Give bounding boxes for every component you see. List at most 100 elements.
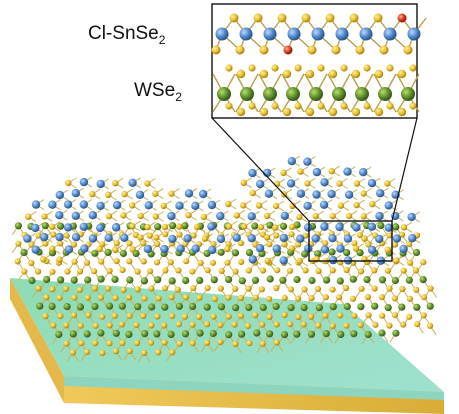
- se-atom: [41, 213, 48, 220]
- w-atom: [293, 275, 301, 284]
- w-atom: [398, 303, 406, 311]
- se-atom: [204, 339, 211, 346]
- se-atom: [272, 224, 279, 231]
- sn-atom: [343, 167, 352, 176]
- w-atom: [378, 329, 386, 337]
- se-atom: [84, 294, 91, 301]
- sn-atom: [216, 234, 226, 244]
- sn-atom: [312, 190, 321, 199]
- se-atom: [356, 231, 364, 239]
- inset-se-atom: [351, 69, 361, 79]
- w-atom: [84, 276, 92, 284]
- w-atom: [14, 222, 22, 230]
- inset-se-atom: [305, 107, 315, 117]
- se-atom: [28, 259, 35, 267]
- se-atom: [337, 259, 344, 266]
- w-atom: [405, 276, 413, 284]
- sn-atom: [344, 190, 354, 199]
- se-atom: [217, 321, 224, 329]
- w-atom: [69, 330, 77, 338]
- se-atom: [168, 294, 175, 301]
- sn-atom: [312, 167, 322, 177]
- sn-atom: [286, 179, 296, 188]
- sn-atom: [48, 200, 57, 209]
- se-atom: [70, 241, 77, 248]
- se-atom: [50, 231, 57, 238]
- inset-cl-atom: [283, 45, 293, 55]
- sn-atom: [303, 201, 312, 210]
- sn-atom: [359, 168, 368, 177]
- se-atom: [113, 257, 120, 265]
- se-atom: [137, 234, 144, 241]
- w-atom: [91, 302, 99, 311]
- inset-se-atom: [403, 45, 413, 55]
- se-atom: [105, 285, 112, 292]
- sn-atom: [336, 244, 345, 253]
- w-atom: [272, 302, 280, 310]
- sn-atom: [328, 234, 337, 243]
- w-atom: [148, 303, 156, 311]
- se-atom: [384, 246, 391, 253]
- sn-atom: [71, 211, 81, 220]
- se-atom: [289, 202, 296, 209]
- sn-atom: [248, 255, 257, 264]
- se-atom: [345, 212, 353, 220]
- w-atom: [175, 302, 183, 310]
- se-atom: [176, 340, 183, 347]
- inset-sn-atom: [215, 27, 229, 41]
- w-atom: [20, 248, 28, 256]
- se-atom: [85, 312, 92, 319]
- se-atom: [129, 223, 136, 230]
- w-atom: [97, 275, 105, 283]
- inset-se-atom: [328, 107, 338, 117]
- se-atom: [342, 284, 350, 292]
- se-atom: [126, 240, 133, 247]
- se-atom: [360, 213, 367, 220]
- se-atom: [266, 295, 273, 302]
- w-atom: [169, 222, 177, 230]
- w-atom: [293, 330, 301, 338]
- se-atom: [386, 285, 393, 292]
- se-atom: [349, 295, 357, 302]
- se-atom: [189, 340, 196, 347]
- se-atom: [111, 312, 118, 319]
- se-atom: [264, 257, 271, 264]
- sn-atom: [143, 244, 153, 254]
- se-atom: [308, 295, 315, 302]
- w-atom: [225, 331, 233, 339]
- se-atom: [353, 201, 360, 209]
- se-atom: [351, 312, 358, 319]
- w-atom: [181, 330, 190, 338]
- inset-atoms: [211, 13, 421, 117]
- substrate-front-face: [10, 278, 64, 403]
- se-atom: [224, 259, 231, 266]
- sn-atom: [184, 189, 194, 198]
- sn-atom: [55, 211, 64, 220]
- inset-w-atom: [309, 87, 323, 101]
- se-atom: [120, 286, 127, 293]
- se-atom: [99, 313, 106, 320]
- sn-atom: [247, 212, 256, 221]
- w-atom: [57, 222, 65, 230]
- se-atom: [126, 312, 133, 319]
- se-atom: [35, 268, 42, 275]
- zoom-line-right: [391, 117, 418, 222]
- se-atom: [307, 313, 315, 320]
- w-atom: [336, 277, 344, 285]
- se-atom: [161, 322, 168, 329]
- se-atom: [352, 245, 360, 252]
- w-atom: [55, 330, 63, 339]
- w-atom: [266, 330, 274, 338]
- se-atom: [249, 189, 256, 197]
- inset-se-atom: [225, 64, 233, 72]
- se-atom: [273, 321, 280, 328]
- sn-atom: [64, 245, 74, 254]
- se-atom: [314, 285, 322, 292]
- w-atom: [391, 276, 399, 285]
- sn-atom: [144, 201, 153, 210]
- w-atom: [364, 330, 372, 339]
- se-atom: [146, 232, 153, 239]
- w-atom: [300, 304, 308, 312]
- se-atom: [96, 245, 103, 253]
- se-atom: [83, 348, 91, 356]
